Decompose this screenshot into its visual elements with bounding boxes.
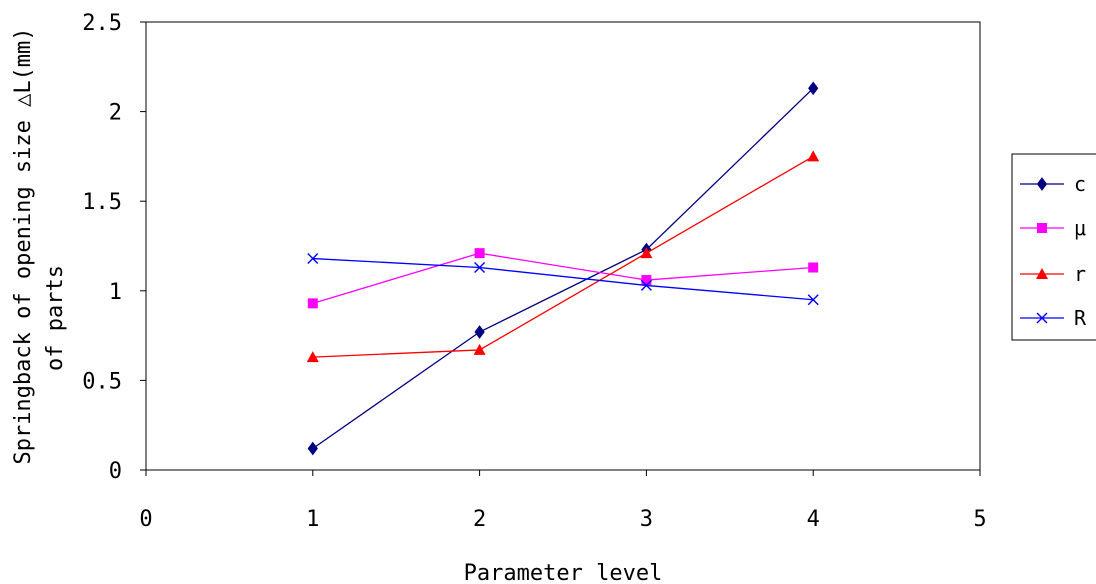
y-axis-ticks: 0 0.5 1 1.5 2 2.5 bbox=[82, 11, 146, 484]
series-1 bbox=[307, 81, 819, 456]
data-point bbox=[808, 262, 819, 273]
data-point bbox=[307, 298, 318, 309]
series-line bbox=[312, 155, 814, 358]
legend-label: c bbox=[1074, 172, 1086, 196]
legend-marker bbox=[1036, 312, 1048, 324]
x-tick-label: 1 bbox=[306, 507, 319, 532]
data-point bbox=[474, 248, 485, 259]
y-tick-label: 1 bbox=[109, 280, 122, 305]
x-axis-ticks: 0 1 2 3 4 5 bbox=[139, 470, 987, 532]
data-point bbox=[306, 351, 319, 363]
y-tick-label: 2.5 bbox=[82, 11, 122, 36]
x-tick-label: 5 bbox=[973, 507, 986, 532]
y-axis-title-line2: of parts bbox=[43, 265, 68, 371]
y-tick-label: 0 bbox=[109, 459, 122, 484]
y-tick-label: 1.5 bbox=[82, 190, 122, 215]
legend-label: μ bbox=[1074, 216, 1086, 240]
series-layer bbox=[306, 81, 820, 456]
data-point bbox=[474, 262, 486, 273]
legend-item: μ bbox=[1020, 216, 1086, 240]
legend-marker bbox=[1037, 223, 1047, 233]
y-tick-label: 0.5 bbox=[82, 369, 122, 394]
x-tick-label: 0 bbox=[139, 507, 152, 532]
y-axis-title-line1: Springback of opening size △L(mm) bbox=[11, 27, 36, 464]
data-point bbox=[641, 275, 652, 286]
legend-item: R bbox=[1020, 306, 1087, 330]
data-point bbox=[640, 247, 653, 259]
data-point bbox=[807, 294, 819, 306]
legend-marker bbox=[1036, 177, 1048, 191]
series-line bbox=[312, 252, 814, 304]
data-point bbox=[307, 441, 318, 456]
series-line bbox=[312, 257, 814, 301]
data-point bbox=[474, 325, 485, 339]
series-line bbox=[312, 87, 814, 450]
data-point bbox=[807, 150, 820, 162]
x-tick-label: 4 bbox=[807, 507, 820, 532]
legend-label: r bbox=[1074, 262, 1086, 286]
series-3 bbox=[306, 150, 820, 363]
legend-marker bbox=[1036, 268, 1048, 279]
data-point bbox=[307, 253, 319, 265]
plot-area bbox=[145, 21, 981, 471]
series-2 bbox=[307, 248, 819, 309]
legend-item: r bbox=[1020, 262, 1086, 286]
legend-label: R bbox=[1074, 306, 1087, 330]
y-tick-label: 2 bbox=[109, 101, 122, 126]
data-point bbox=[640, 279, 652, 291]
legend-box bbox=[1011, 153, 1096, 341]
x-tick-label: 2 bbox=[473, 507, 486, 532]
data-point bbox=[808, 81, 819, 96]
legend-item: c bbox=[1020, 172, 1086, 196]
x-axis-title: Parameter level bbox=[464, 561, 663, 584]
x-tick-label: 3 bbox=[640, 507, 653, 532]
data-point bbox=[473, 343, 486, 355]
series-4 bbox=[307, 253, 819, 306]
